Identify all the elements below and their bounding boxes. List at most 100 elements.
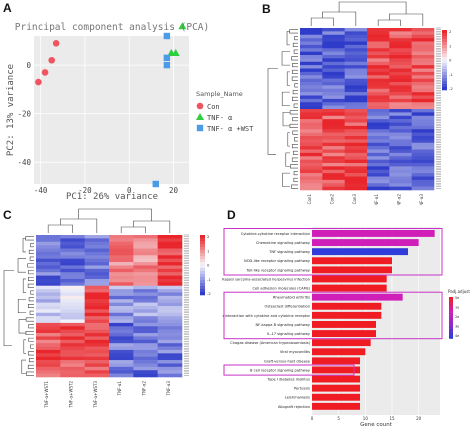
kegg-bar-chart: Cytokine-cytokine receptor interaction Ch… <box>222 227 470 428</box>
pca-xlabel: PC1: 26% variance <box>66 192 158 202</box>
hmB-cell <box>344 166 368 171</box>
hmB-cell <box>322 95 345 100</box>
hmC-cell <box>84 373 110 378</box>
hmB-cell <box>322 149 345 154</box>
hmB-cell <box>389 61 412 66</box>
hmB-cell <box>389 85 412 90</box>
hmC-cell <box>36 366 61 371</box>
hmC-cell <box>109 248 134 253</box>
hmB-cell <box>322 183 345 187</box>
hmB-cell <box>367 95 390 100</box>
hmC-cell <box>60 306 85 310</box>
hmB-cell <box>367 31 390 36</box>
hmC-cell <box>109 302 134 307</box>
hmC-cell <box>109 282 134 287</box>
hmC-cell <box>60 309 85 314</box>
hmC-cell <box>36 295 61 300</box>
pca-xtick-label: 0 <box>127 186 132 195</box>
hmB-scale-segment <box>442 54 447 58</box>
hmC-cell <box>157 336 183 341</box>
hmB-scale-segment <box>442 30 447 34</box>
hmC-cell <box>60 299 85 303</box>
hmC-scale-tick: -2 <box>207 291 211 296</box>
kegg-legend-segment <box>449 328 453 331</box>
hmC-cell <box>109 255 134 259</box>
hmC-cell <box>157 295 183 300</box>
hmB-cell <box>389 41 412 46</box>
kegg-xtick-label: 5 <box>337 416 340 421</box>
hmB-cell <box>322 34 345 39</box>
hmB-cell <box>411 129 435 133</box>
panel-label-c: C <box>3 208 12 222</box>
hmB-cell <box>367 48 390 52</box>
hmB-dendro-branch <box>310 17 334 26</box>
kegg-xtick-label: 20 <box>416 416 422 421</box>
hmB-cell <box>367 28 390 32</box>
hmC-cell <box>84 262 110 266</box>
hmB-cell <box>300 146 323 150</box>
hmB-cell <box>344 98 368 103</box>
hmC-cell <box>109 299 134 303</box>
hmC-scale-segment <box>200 268 205 272</box>
hmC-cell <box>84 275 110 280</box>
hmB-cell <box>322 115 345 120</box>
hmC-scale-segment <box>200 262 205 266</box>
hmC-cell <box>36 346 61 351</box>
hmC-cell <box>36 238 61 243</box>
hmB-cell <box>322 98 345 103</box>
kegg-category-label: Leishmaniasis <box>285 396 310 400</box>
pca-scatter-chart: -40 -20 0 20 -40 -20 0 Principal component ana… <box>6 22 254 202</box>
kegg-legend-segment <box>449 333 453 337</box>
hmC-cell <box>157 312 183 317</box>
hmB-cell <box>367 152 390 157</box>
hmC-column-label: TNF-α2 <box>142 381 147 397</box>
hmC-cell <box>60 248 85 253</box>
hmB-cell <box>344 163 368 167</box>
hmB-cell <box>344 44 368 49</box>
hmC-cell <box>109 292 134 297</box>
hmB-cell <box>300 169 323 174</box>
hmB-cell <box>300 28 323 32</box>
pca-point-circle <box>35 78 42 86</box>
hmB-cell <box>344 92 368 96</box>
hmB-cell <box>300 163 323 167</box>
hmB-cell <box>367 139 390 144</box>
hmB-cell <box>344 58 368 63</box>
hmC-cell <box>36 363 61 368</box>
hmC-cell <box>133 336 158 341</box>
hmB-cell <box>300 186 323 191</box>
hmB-cell <box>322 136 345 140</box>
kegg-highlight-box <box>223 364 355 376</box>
hmB-cell <box>344 75 368 79</box>
hmC-scale-segment <box>200 265 205 269</box>
hmC-cell <box>109 262 134 266</box>
hmB-cell <box>322 109 345 113</box>
hmB-cell <box>411 166 435 171</box>
hmB-cell <box>389 159 412 164</box>
pca-point-square <box>163 54 171 62</box>
hmB-cell <box>389 31 412 36</box>
hmB-cell <box>367 55 390 59</box>
hmC-cell <box>109 265 134 270</box>
hmC-cell <box>36 312 61 317</box>
hmB-cell <box>322 146 345 150</box>
hmB-cell <box>411 48 435 52</box>
hmC-cell <box>157 238 183 243</box>
pca-xtick-label: -40 <box>34 186 48 195</box>
hmC-cell <box>109 316 134 320</box>
kegg-category-label: Toll-like receptor signaling pathway <box>246 268 311 272</box>
hmB-cell <box>344 119 368 123</box>
panel-label-a: A <box>3 1 12 15</box>
hmC-dendro-branch <box>60 218 98 233</box>
hmB-cell <box>322 169 345 174</box>
hmC-cell <box>157 360 183 364</box>
hmB-cell <box>322 176 345 181</box>
hmB-cell <box>367 92 390 96</box>
hmB-cell <box>322 28 345 32</box>
hmC-cell <box>84 241 110 246</box>
pca-legend-key <box>196 124 204 132</box>
hmB-cell <box>300 51 323 56</box>
kegg-bar <box>312 375 360 383</box>
hmC-cell <box>157 282 183 287</box>
hmB-cell <box>344 179 368 184</box>
